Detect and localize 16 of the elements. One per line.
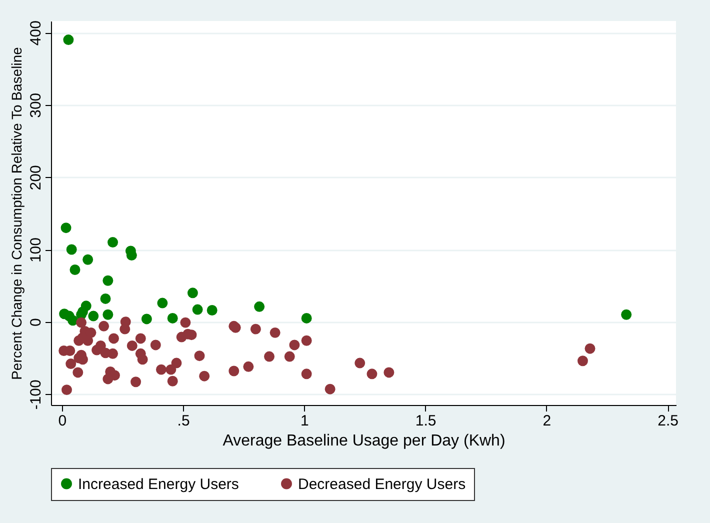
y-tick-label: 200: [28, 165, 44, 190]
y-axis-title: Percent Change in Consumption Relative To Baseline: [8, 46, 24, 380]
x-tick-label: .5: [177, 412, 190, 430]
x-tick-label: 1: [300, 412, 309, 430]
y-tick-label: 400: [28, 20, 44, 46]
y-tick-label: 0: [28, 318, 44, 327]
legend-label: Decreased Energy Users: [298, 476, 466, 493]
x-tick-label: 2.5: [658, 412, 678, 430]
x-tick-label: 1.5: [415, 412, 436, 430]
legend-label: Increased Energy Users: [78, 476, 239, 493]
x-tick-label: 2: [542, 412, 552, 430]
y-tick-label: 100: [28, 238, 44, 263]
x-axis-title: Average Baseline Usage per Day (Kwh): [222, 432, 506, 450]
y-tick-label: -100: [28, 380, 44, 410]
x-tick-label: 0: [58, 412, 67, 430]
y-tick-label: 300: [28, 92, 44, 118]
